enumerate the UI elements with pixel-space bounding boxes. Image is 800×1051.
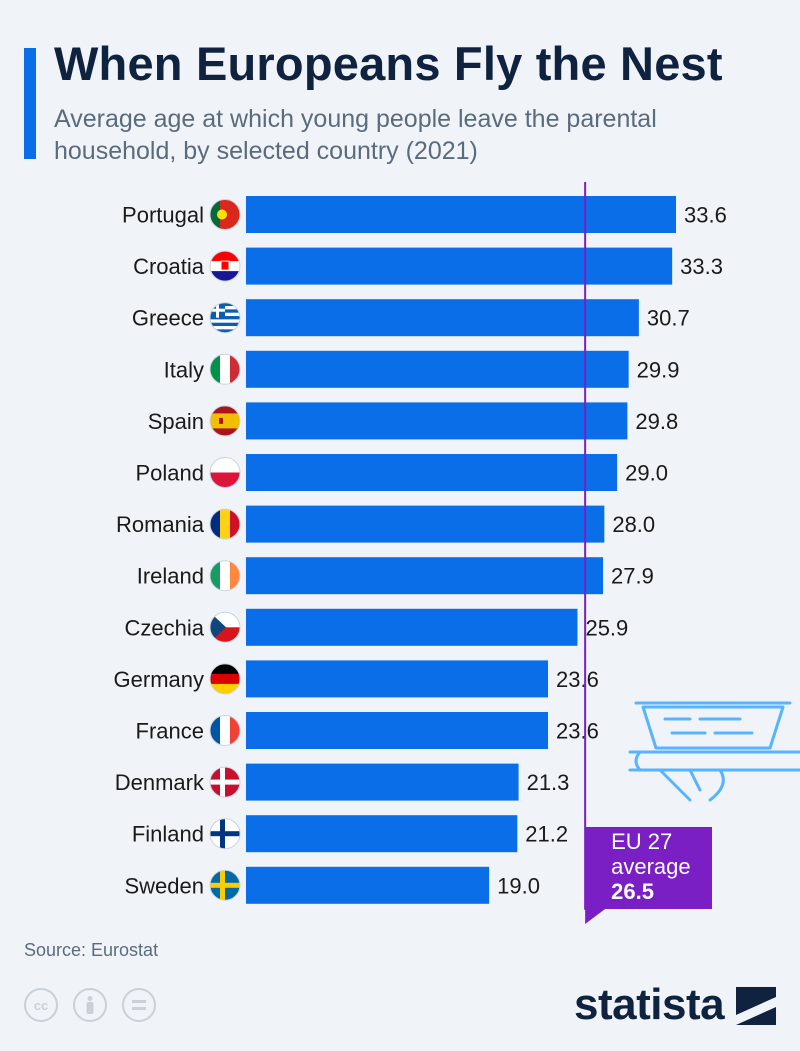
ireland-flag-icon: [209, 560, 241, 592]
value-label-greece: 30.7: [647, 306, 690, 331]
category-label-germany: Germany: [114, 667, 204, 692]
nest-illustration-icon: [628, 701, 800, 802]
finland-flag-icon: [209, 818, 241, 850]
eu-average-label-value: 26.5: [611, 879, 654, 904]
bar-sweden[interactable]: [246, 866, 490, 904]
category-label-portugal: Portugal: [122, 203, 204, 228]
bar-ireland[interactable]: [246, 557, 604, 595]
attribution-icon[interactable]: [73, 988, 107, 1022]
value-label-poland: 29.0: [625, 461, 668, 486]
value-label-sweden: 19.0: [497, 873, 540, 898]
poland-flag-icon: [209, 457, 241, 488]
cc-icon[interactable]: cc: [24, 988, 58, 1022]
value-label-finland: 21.2: [525, 822, 568, 847]
denmark-flag-icon: [209, 766, 241, 798]
value-label-portugal: 33.6: [684, 203, 727, 228]
bar-poland[interactable]: [246, 454, 618, 491]
bar-spain[interactable]: [246, 402, 628, 440]
bar-chart: Portugal 33.6 Croatia 33.3 Greece 30.7 Italy 29…: [114, 182, 800, 924]
bar-france[interactable]: [246, 712, 549, 749]
italy-flag-icon: [209, 353, 241, 385]
statista-mark-icon: [736, 987, 776, 1025]
bar-romania[interactable]: [246, 505, 605, 543]
category-label-croatia: Croatia: [133, 254, 205, 279]
chart-subtitle: Average age at which young people leave …: [54, 105, 657, 165]
value-label-germany: 23.6: [556, 667, 599, 692]
eu-average-label-box: [585, 827, 712, 924]
bar-germany[interactable]: [246, 660, 549, 698]
category-label-sweden: Sweden: [124, 873, 204, 898]
bar-portugal[interactable]: [246, 196, 676, 233]
chart-title: When Europeans Fly the Nest: [54, 37, 723, 90]
bar-greece[interactable]: [246, 299, 639, 337]
no-derivatives-icon[interactable]: [122, 988, 156, 1022]
source-note: Source: Eurostat: [24, 940, 159, 960]
value-label-italy: 29.9: [637, 357, 680, 382]
bar-croatia[interactable]: [246, 247, 673, 285]
eu-average-label-line2: average: [611, 854, 691, 879]
czechia-flag-icon: [209, 611, 241, 643]
category-label-france: France: [136, 719, 204, 744]
bar-italy[interactable]: [246, 350, 629, 388]
category-label-ireland: Ireland: [137, 564, 204, 589]
sweden-flag-icon: [209, 869, 241, 901]
greece-flag-icon: [209, 302, 241, 334]
category-label-spain: Spain: [148, 409, 204, 434]
value-label-czechia: 25.9: [585, 615, 628, 640]
statista-logo[interactable]: statista: [574, 980, 725, 1029]
value-label-spain: 29.8: [635, 409, 678, 434]
category-label-romania: Romania: [116, 512, 205, 537]
romania-flag-icon: [209, 508, 241, 540]
value-label-france: 23.6: [556, 719, 599, 744]
bar-finland[interactable]: [246, 815, 518, 853]
category-label-finland: Finland: [132, 822, 204, 847]
category-label-poland: Poland: [135, 461, 204, 486]
germany-flag-icon: [209, 663, 241, 695]
category-label-denmark: Denmark: [115, 770, 205, 795]
value-label-ireland: 27.9: [611, 564, 654, 589]
category-label-czechia: Czechia: [125, 615, 205, 640]
eu-average-label-line1: EU 27: [611, 829, 672, 854]
croatia-flag-icon: [209, 250, 241, 282]
france-flag-icon: [209, 715, 241, 746]
value-label-romania: 28.0: [612, 512, 655, 537]
bar-denmark[interactable]: [246, 763, 519, 801]
value-label-denmark: 21.3: [527, 770, 570, 795]
title-accent-bar: [24, 48, 36, 159]
spain-flag-icon: [209, 405, 241, 437]
bar-czechia[interactable]: [246, 608, 578, 646]
value-label-croatia: 33.3: [680, 254, 723, 279]
category-label-italy: Italy: [164, 357, 204, 382]
category-label-greece: Greece: [132, 306, 204, 331]
portugal-flag-icon: [209, 199, 241, 230]
